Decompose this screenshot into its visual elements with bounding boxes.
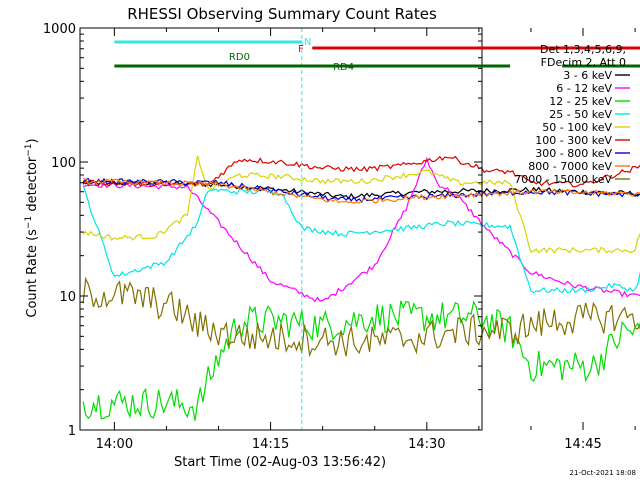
status-flags: NF RD0 RD4 — [114, 37, 640, 73]
flag-label-rd4: RD4 — [333, 62, 354, 73]
legend-entry-label: 100 - 300 keV — [535, 134, 612, 147]
legend: Det 1,3,4,5,6,9, FDecim 2, Att 0 3 - 6 k… — [514, 43, 630, 186]
legend-entry-label: 25 - 50 keV — [549, 108, 612, 121]
flag-label-f: F — [298, 44, 304, 55]
y-tick-label: 1 — [68, 424, 76, 439]
legend-entry-label: 800 - 7000 keV — [528, 160, 612, 173]
flag-label-rd0: RD0 — [229, 52, 250, 63]
series-line-9 — [82, 276, 640, 358]
legend-entry-label: 6 - 12 keV — [556, 82, 612, 95]
timestamp: 21-Oct-2021 18:08 — [570, 469, 636, 477]
x-tick-label: 14:30 — [408, 437, 445, 452]
plot-frame — [79, 27, 483, 431]
flag-label-n: N — [304, 37, 311, 48]
legend-header-line1: Det 1,3,4,5,6,9, — [540, 43, 626, 56]
series-line-6 — [82, 155, 640, 188]
series-line-2 — [82, 156, 640, 303]
legend-entry-label: 50 - 100 keV — [542, 121, 612, 134]
legend-header-line2: FDecim 2, Att 0 — [541, 56, 626, 69]
y-axis-label-end: ) — [25, 138, 40, 143]
x-tick-label: 14:15 — [252, 437, 289, 452]
legend-entry-label: 7000 - 15000 keV — [514, 173, 612, 186]
series-line-8 — [82, 178, 640, 204]
y-axis-label-main: Count Rate (s — [25, 229, 40, 318]
x-tick-label: 14:00 — [96, 437, 133, 452]
series-line-3 — [82, 299, 640, 421]
y-tick-label: 10 — [59, 290, 76, 305]
y-tick-label: 1000 — [43, 22, 76, 37]
chart-title: RHESSI Observing Summary Count Rates — [127, 5, 437, 23]
x-tick-label: 14:45 — [564, 437, 601, 452]
legend-entry-label: 12 - 25 keV — [549, 95, 612, 108]
x-axis-label: Start Time (02-Aug-03 13:56:42) — [174, 455, 386, 470]
legend-entry-label: 3 - 6 keV — [563, 69, 612, 82]
plot-area — [79, 27, 640, 431]
y-axis-label-sup1: −1 — [24, 216, 34, 229]
y-axis: 1 10 100 1000 — [43, 22, 482, 439]
y-axis-label-mid: detector — [25, 156, 40, 216]
y-axis-label: Count Rate (s−1 detector−1) — [24, 138, 40, 317]
y-axis-label-sup2: −1 — [24, 143, 34, 156]
series-line-5 — [82, 155, 640, 254]
series-line-4 — [82, 184, 640, 294]
y-tick-label: 100 — [51, 156, 76, 171]
legend-entry-label: 300 - 800 keV — [535, 147, 612, 160]
